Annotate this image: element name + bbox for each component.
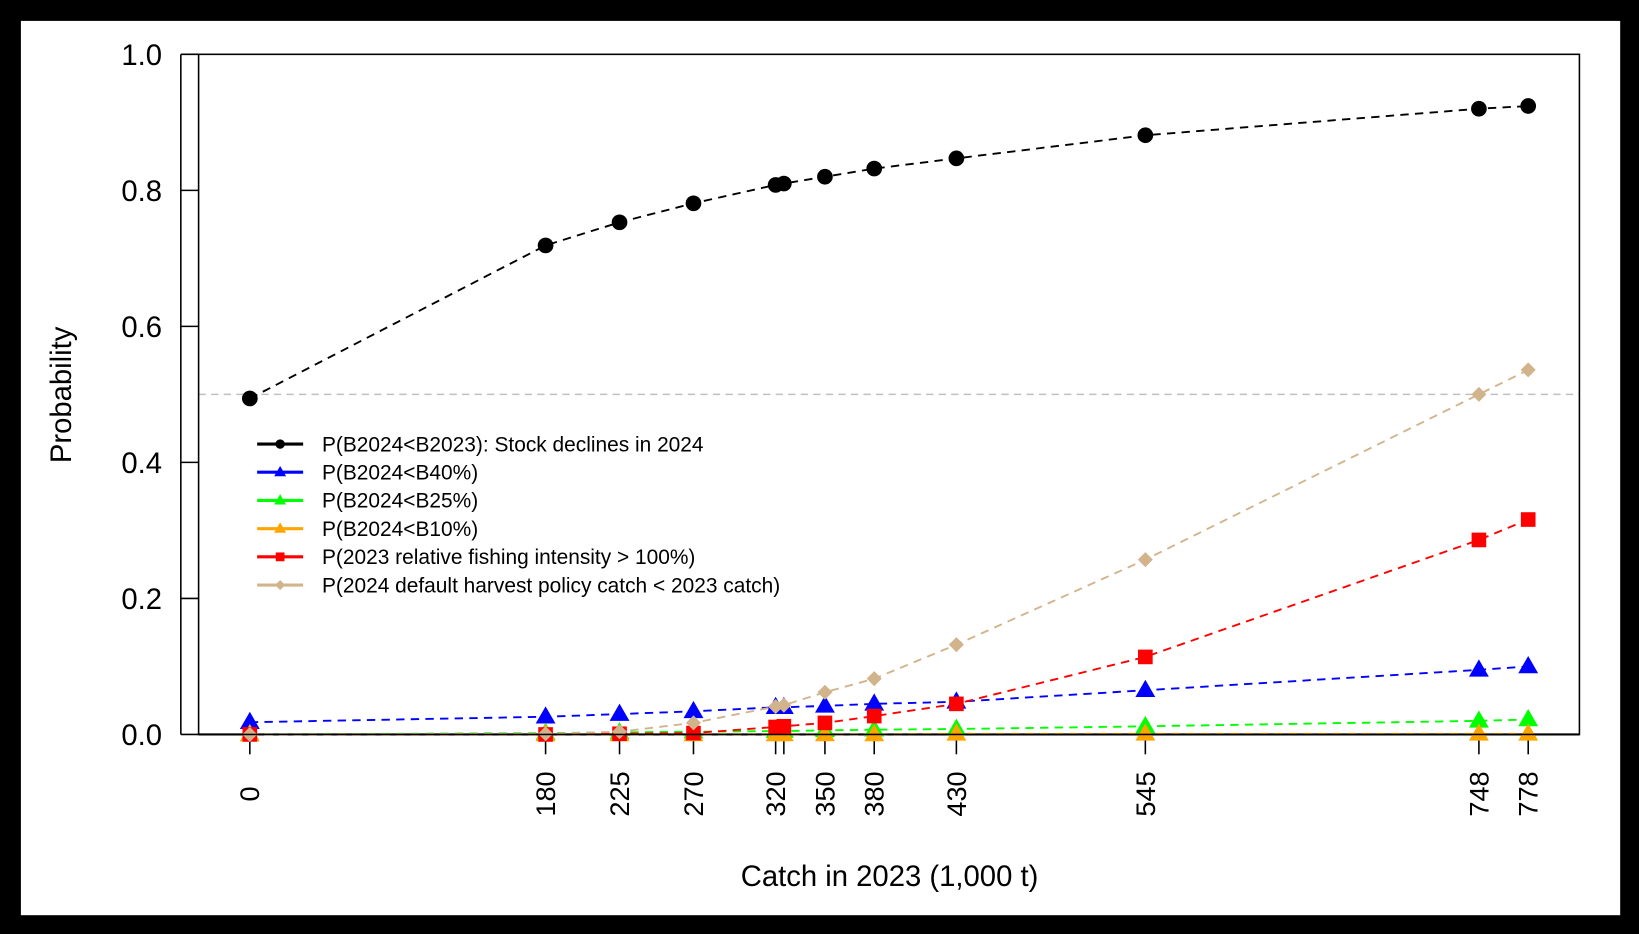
x-tick-label: 748 xyxy=(1463,771,1494,816)
data-point xyxy=(864,724,885,742)
plot-frame xyxy=(197,53,1581,736)
legend-marker xyxy=(275,580,286,591)
data-point xyxy=(1468,659,1489,677)
y-tick-label: 1.0 xyxy=(121,40,162,72)
data-point xyxy=(1138,649,1153,665)
y-tick-label: 0.0 xyxy=(121,720,162,752)
data-point xyxy=(776,697,792,713)
data-point xyxy=(537,237,554,254)
y-tick-label: 0.8 xyxy=(121,176,162,208)
series-line xyxy=(249,105,1529,400)
data-point xyxy=(1468,710,1489,728)
data-point xyxy=(1520,512,1536,527)
x-tick-label: 180 xyxy=(530,771,561,816)
legend-label: P(B2024<B2023): Stock declines in 2024 xyxy=(322,433,704,456)
series-line xyxy=(249,369,1529,736)
data-point xyxy=(1518,655,1539,674)
legend-label: P(B2024<B40%) xyxy=(322,462,478,485)
data-point xyxy=(1520,98,1537,114)
data-point xyxy=(1135,723,1156,741)
data-point xyxy=(1471,100,1487,117)
legend-marker xyxy=(275,439,285,449)
x-tick-label: 350 xyxy=(809,771,840,816)
x-tick-label: 430 xyxy=(941,771,972,816)
data-point xyxy=(1135,679,1156,698)
data-point xyxy=(946,723,967,741)
x-tick-label: 380 xyxy=(859,771,890,816)
legend-label: P(B2024<B25%) xyxy=(322,490,478,513)
legend-marker xyxy=(274,494,287,505)
data-point xyxy=(609,703,630,721)
data-point xyxy=(1471,386,1487,402)
data-point xyxy=(1137,127,1154,144)
x-tick-label: 778 xyxy=(1513,771,1544,816)
y-axis-label: Probability xyxy=(46,326,78,463)
x-tick-label: 0 xyxy=(234,786,265,801)
chart-background xyxy=(20,20,1621,916)
data-point xyxy=(1468,723,1489,741)
data-point xyxy=(686,725,701,741)
legend-label: P(2024 default harvest policy catch < 20… xyxy=(322,574,780,597)
data-point xyxy=(241,390,258,407)
data-point xyxy=(949,696,964,712)
legend-marker xyxy=(274,465,287,477)
data-point xyxy=(611,214,628,231)
data-point xyxy=(814,724,835,742)
legend-label: P(B2024<B10%) xyxy=(322,518,478,541)
data-point xyxy=(776,718,792,734)
data-point xyxy=(866,708,882,724)
x-tick-label: 225 xyxy=(604,771,635,816)
y-tick-label: 0.6 xyxy=(121,312,162,344)
legend-marker xyxy=(275,552,285,562)
series-line xyxy=(249,665,1529,724)
data-point xyxy=(239,711,260,730)
data-point xyxy=(1518,709,1539,727)
data-point xyxy=(776,175,792,192)
data-point xyxy=(814,695,835,713)
x-tick-label: 320 xyxy=(760,771,791,816)
data-point xyxy=(535,706,556,724)
x-tick-label: 545 xyxy=(1130,771,1161,816)
data-point xyxy=(817,168,833,185)
y-tick-label: 0.4 xyxy=(121,448,162,480)
legend-marker xyxy=(274,522,287,533)
y-tick-label: 0.2 xyxy=(121,584,162,616)
series-0 xyxy=(241,98,1537,407)
data-point xyxy=(1471,532,1487,548)
data-point xyxy=(864,693,885,711)
x-tick-label: 270 xyxy=(678,771,709,816)
x-axis-label: Catch in 2023 (1,000 t) xyxy=(741,861,1039,893)
legend: P(B2024<B2023): Stock declines in 2024 P(… xyxy=(257,433,780,597)
data-point xyxy=(817,715,833,731)
data-point xyxy=(948,150,965,167)
data-point xyxy=(1518,723,1539,741)
data-point xyxy=(866,671,882,687)
data-point xyxy=(948,637,964,653)
data-point xyxy=(683,700,704,719)
data-point xyxy=(1520,362,1536,378)
data-point xyxy=(685,195,702,212)
legend-label: P(2023 relative fishing intensity > 100%… xyxy=(322,546,695,569)
data-point xyxy=(866,160,883,177)
